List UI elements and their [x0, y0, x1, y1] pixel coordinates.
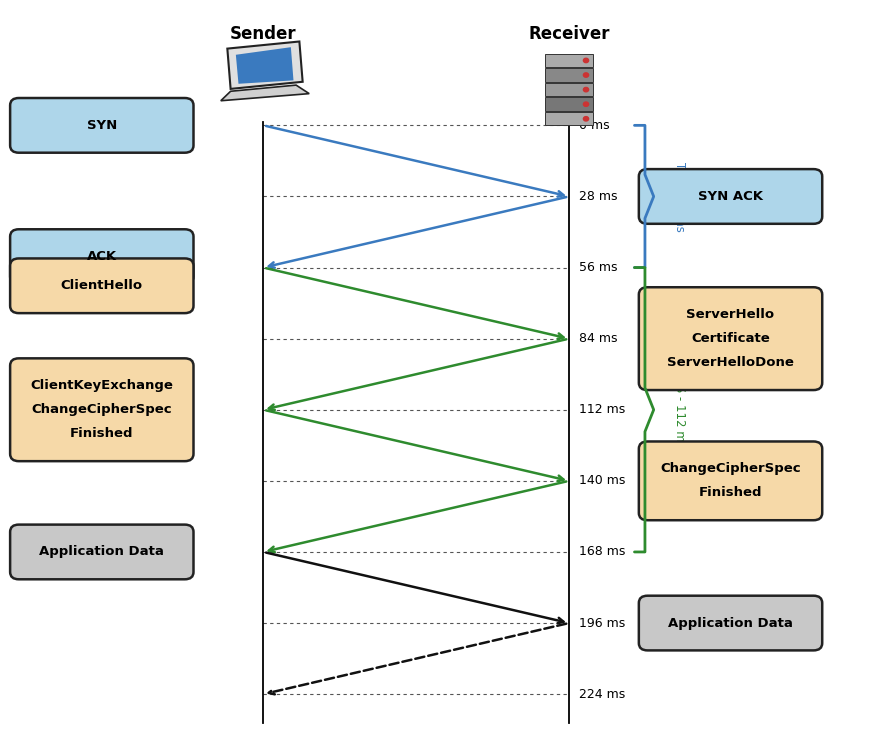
FancyBboxPatch shape: [11, 258, 194, 313]
Text: TLS - 112 ms: TLS - 112 ms: [674, 371, 687, 448]
Text: 0 ms: 0 ms: [579, 119, 610, 132]
Text: Sender: Sender: [230, 25, 297, 43]
Text: TCP - 56 ms: TCP - 56 ms: [674, 162, 687, 231]
FancyBboxPatch shape: [639, 287, 823, 390]
FancyBboxPatch shape: [545, 83, 593, 96]
Text: 196 ms: 196 ms: [579, 616, 625, 630]
FancyBboxPatch shape: [639, 596, 823, 651]
Text: Finished: Finished: [70, 427, 133, 441]
FancyBboxPatch shape: [545, 112, 593, 125]
Text: Application Data: Application Data: [668, 616, 793, 630]
Text: ClientHello: ClientHello: [60, 280, 143, 292]
FancyBboxPatch shape: [545, 97, 593, 111]
Text: Finished: Finished: [699, 486, 762, 499]
Text: 112 ms: 112 ms: [579, 403, 625, 417]
Text: Certificate: Certificate: [691, 332, 770, 346]
Text: ClientKeyExchange: ClientKeyExchange: [31, 379, 173, 392]
Text: 84 ms: 84 ms: [579, 332, 618, 346]
FancyBboxPatch shape: [11, 525, 194, 579]
Text: 168 ms: 168 ms: [579, 545, 625, 559]
Text: 140 ms: 140 ms: [579, 474, 625, 488]
Text: SYN ACK: SYN ACK: [698, 190, 763, 203]
Circle shape: [583, 116, 589, 121]
FancyBboxPatch shape: [639, 441, 823, 520]
Text: Application Data: Application Data: [39, 545, 164, 559]
Circle shape: [583, 87, 589, 92]
Text: ServerHello: ServerHello: [687, 308, 774, 321]
Text: SYN: SYN: [87, 119, 117, 132]
Circle shape: [583, 73, 589, 78]
Text: 224 ms: 224 ms: [579, 687, 625, 701]
FancyBboxPatch shape: [11, 229, 194, 284]
Text: ChangeCipherSpec: ChangeCipherSpec: [661, 463, 801, 475]
Polygon shape: [228, 42, 302, 89]
FancyBboxPatch shape: [545, 53, 593, 67]
Circle shape: [583, 102, 589, 106]
Text: ServerHelloDone: ServerHelloDone: [668, 356, 794, 369]
Text: Receiver: Receiver: [528, 25, 610, 43]
Circle shape: [583, 59, 589, 63]
FancyBboxPatch shape: [545, 68, 593, 81]
Text: 28 ms: 28 ms: [579, 190, 618, 203]
Text: 56 ms: 56 ms: [579, 261, 618, 274]
Polygon shape: [221, 85, 309, 101]
Text: ACK: ACK: [87, 250, 117, 263]
FancyBboxPatch shape: [11, 98, 194, 153]
Text: ChangeCipherSpec: ChangeCipherSpec: [32, 403, 172, 417]
FancyBboxPatch shape: [639, 169, 823, 224]
FancyBboxPatch shape: [11, 359, 194, 461]
Polygon shape: [236, 47, 293, 83]
